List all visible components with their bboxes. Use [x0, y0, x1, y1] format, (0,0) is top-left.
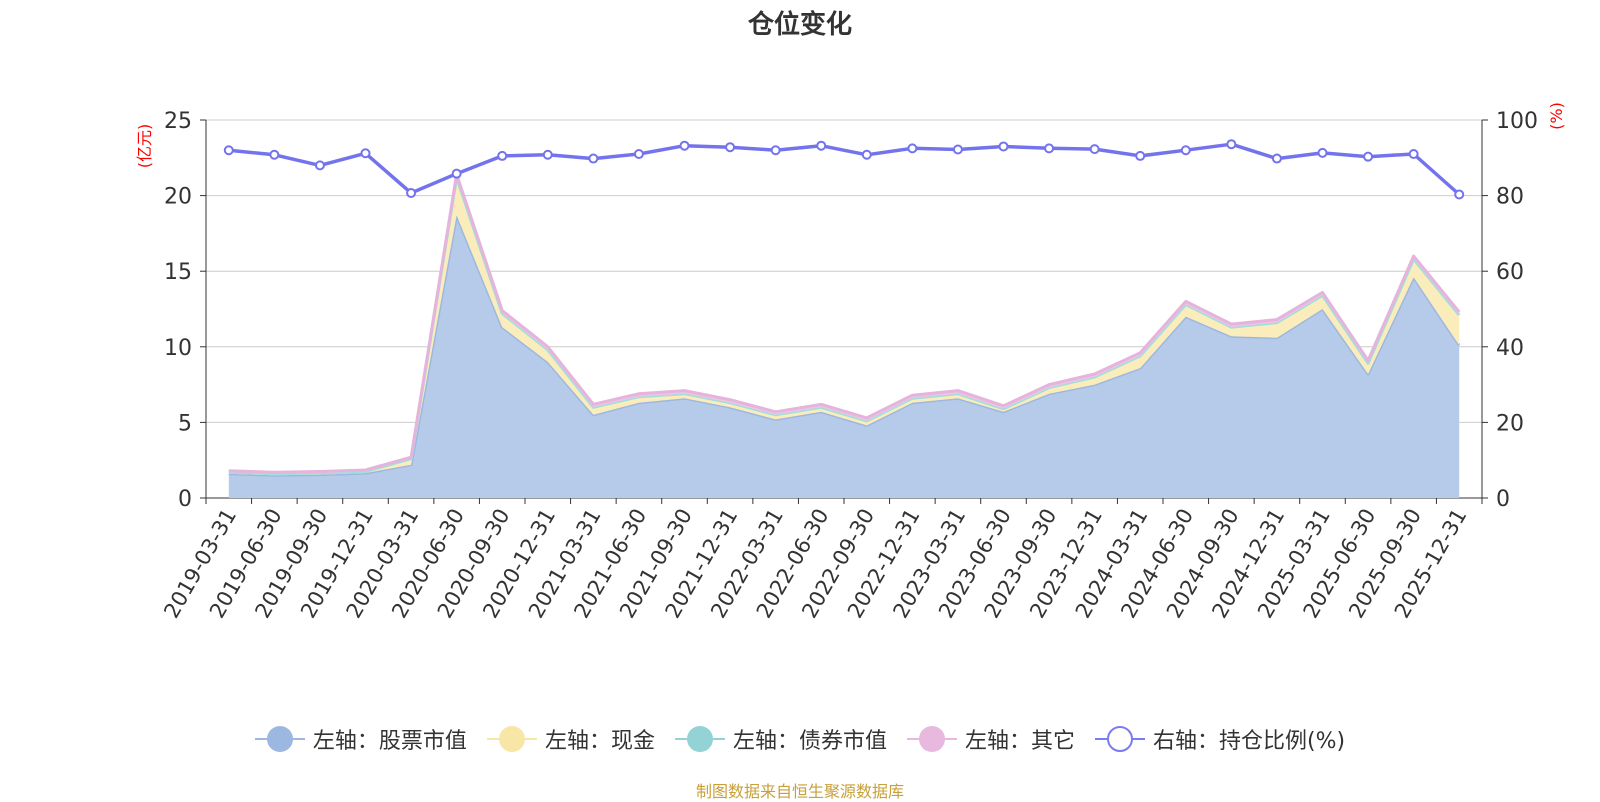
line-point	[223, 145, 234, 156]
chart-legend: 左轴：股票市值 左轴：现金 左轴：债券市值 左轴：其它 右轴：持仓比例(%)	[0, 722, 1600, 756]
right-axis-tick-label: 80	[1496, 185, 1524, 210]
area-左轴：股票市值	[228, 215, 1460, 499]
legend-marker-icon	[1094, 726, 1145, 752]
right-axis-tick-label: 60	[1496, 260, 1524, 285]
line-point	[633, 149, 644, 160]
line-point	[1454, 189, 1465, 200]
line-point	[725, 142, 736, 153]
legend-label: 左轴：现金	[544, 729, 655, 754]
legend-item[interactable]: 左轴：其它	[906, 723, 1075, 755]
left-axis-tick-label: 15	[164, 260, 192, 285]
legend-marker-icon	[254, 726, 305, 752]
legend-label: 左轴：债券市值	[732, 729, 887, 754]
legend-label: 左轴：股票市值	[312, 729, 467, 754]
data-source-note: 制图数据来自恒生聚源数据库	[695, 782, 904, 801]
line-point	[679, 140, 690, 151]
line-point	[1363, 151, 1374, 162]
line-point	[1044, 143, 1055, 154]
legend-item[interactable]: 左轴：现金	[486, 723, 655, 755]
line-point	[497, 150, 508, 161]
left-axis-tick-label: 5	[178, 411, 192, 436]
legend-marker-icon	[486, 726, 537, 752]
chart-title: 仓位变化	[747, 10, 852, 40]
legend-marker-icon	[906, 726, 957, 752]
left-axis-tick-label: 20	[164, 185, 192, 210]
line-point	[360, 148, 371, 159]
left-axis-tick-label: 10	[164, 336, 192, 361]
line-point	[451, 168, 462, 179]
line-point	[770, 145, 781, 156]
line-point	[588, 153, 599, 164]
line-point	[1226, 139, 1237, 150]
right-axis-tick-label: 20	[1496, 411, 1524, 436]
legend-label: 左轴：其它	[964, 729, 1075, 754]
line-point	[952, 144, 963, 155]
right-axis-tick-label: 100	[1496, 109, 1538, 134]
right-axis-tick-label: 40	[1496, 336, 1524, 361]
line-point	[1317, 147, 1328, 158]
line-point	[998, 141, 1009, 152]
left-axis-tick-label: 25	[164, 109, 192, 134]
right-axis-label: (%)	[1547, 102, 1566, 130]
line-point	[1089, 144, 1100, 155]
legend-label: 右轴：持仓比例(%)	[1152, 729, 1346, 754]
line-point	[406, 187, 417, 198]
left-axis-label: (亿元)	[135, 124, 154, 169]
area-左轴：其它	[228, 174, 1460, 474]
area-edge-左轴：其它	[228, 172, 1461, 474]
line-point	[269, 149, 280, 160]
legend-item[interactable]: 右轴：持仓比例(%)	[1094, 723, 1346, 755]
line-point	[1271, 153, 1282, 164]
legend-marker-icon	[674, 726, 725, 752]
line-point	[314, 160, 325, 171]
area-左轴：现金	[228, 177, 1460, 476]
line-point	[816, 140, 827, 151]
line-point	[1135, 150, 1146, 161]
line-point	[542, 149, 553, 160]
line-holding-ratio	[228, 142, 1461, 196]
left-axis-tick-label: 0	[178, 487, 192, 512]
line-point	[861, 149, 872, 160]
line-point	[907, 143, 918, 154]
line-point	[1180, 145, 1191, 156]
legend-item[interactable]: 左轴：债券市值	[674, 723, 887, 755]
line-point	[1408, 149, 1419, 160]
legend-item[interactable]: 左轴：股票市值	[254, 723, 467, 755]
right-axis-tick-label: 0	[1496, 487, 1510, 512]
